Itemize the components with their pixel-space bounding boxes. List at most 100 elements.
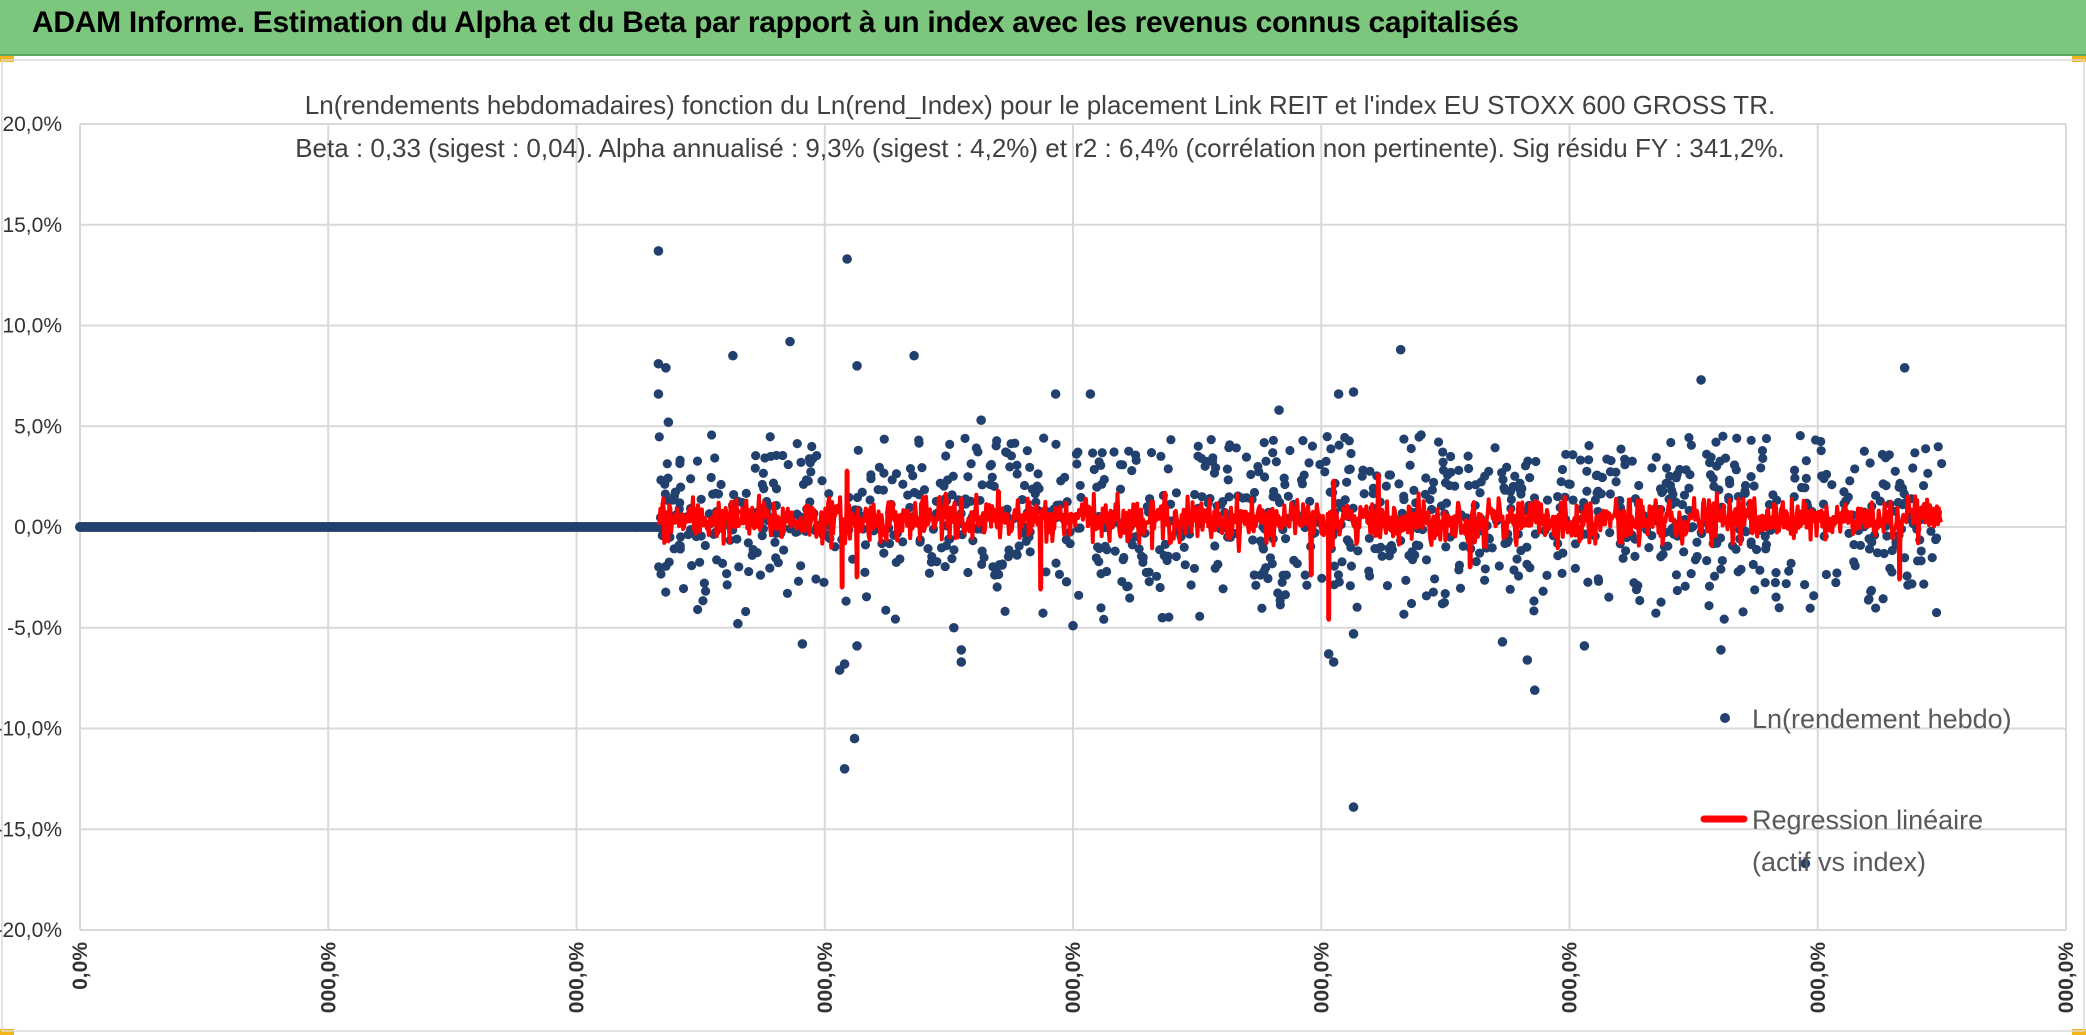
scatter-point [1881, 480, 1891, 491]
scatter-point [1425, 494, 1435, 505]
scatter-point [1399, 494, 1409, 505]
scatter-point [1475, 548, 1485, 558]
scatter-point [842, 254, 852, 264]
scatter-point [1317, 573, 1327, 583]
scatter-point [1634, 480, 1644, 491]
scatter-point [1213, 559, 1223, 569]
scatter-point [693, 604, 703, 615]
scatter-point [712, 555, 722, 565]
scatter-point [1738, 607, 1748, 617]
scatter-point [1686, 440, 1696, 450]
scatter-point [1749, 481, 1759, 491]
scatter-point [661, 587, 671, 597]
scatter-point [654, 432, 664, 442]
scatter-point [1542, 495, 1553, 505]
scatter-point [977, 480, 987, 490]
regression-series [656, 468, 1944, 622]
scatter-point [1872, 548, 1883, 558]
scatter-point [1334, 440, 1344, 450]
scatter-point [960, 433, 970, 443]
scatter-point [1801, 456, 1811, 466]
scatter-point [1715, 456, 1725, 466]
scatter-point [1510, 471, 1520, 481]
scatter-point [1661, 463, 1672, 473]
scatter-point [879, 468, 889, 478]
scatter-point [1899, 363, 1910, 373]
scatter-point [865, 495, 875, 505]
chart-title-line-2: Beta : 0,33 (sigest : 0,04). Alpha annua… [295, 133, 1785, 163]
scatter-point [1344, 465, 1354, 475]
scatter-point [1702, 555, 1712, 566]
scatter-point [686, 474, 696, 484]
scatter-point [1926, 526, 1936, 536]
scatter-point [1274, 405, 1284, 415]
scatter-point [1097, 448, 1107, 458]
scatter-point [1616, 444, 1626, 454]
scatter-point [1334, 577, 1344, 587]
scatter-point [1538, 586, 1548, 596]
scatter-point [1890, 466, 1900, 476]
scatter-point [755, 570, 766, 580]
scatter-point [989, 481, 999, 491]
scatter-point [1592, 488, 1602, 498]
scatter-point [1285, 445, 1295, 456]
scatter-point [1931, 607, 1942, 618]
scatter-point [752, 548, 762, 558]
scatter-series [75, 246, 1947, 869]
scatter-point [1736, 564, 1746, 574]
scatter-point [660, 489, 670, 499]
scatter-point [1908, 463, 1918, 473]
scatter-point [1346, 561, 1356, 571]
scatter-point [1097, 479, 1107, 489]
x-tick-label: 000,0% [1310, 942, 1333, 1014]
scatter-point [1005, 462, 1015, 472]
scatter-point [923, 544, 933, 554]
scatter-point [1342, 477, 1352, 487]
scatter-point [1863, 595, 1873, 605]
scatter-point [1365, 466, 1375, 476]
scatter-point [1268, 435, 1278, 445]
scatter-point [700, 586, 711, 596]
scatter-point [1050, 389, 1061, 399]
scatter-point [1692, 537, 1702, 547]
scatter-point [1446, 467, 1456, 477]
scatter-point [1688, 522, 1698, 532]
scatter-point [936, 543, 947, 553]
scatter-point [1222, 464, 1232, 474]
scatter-point [728, 350, 738, 361]
scatter-point [1475, 488, 1485, 498]
scatter-point [1409, 485, 1419, 495]
scatter-point [948, 471, 958, 481]
scatter-point [1651, 608, 1661, 618]
scatter-point [1256, 536, 1266, 546]
legend: Ln(rendement hebdo) Regression linéaire … [1700, 704, 2012, 877]
scatter-point [1746, 435, 1756, 445]
scatter-point [1918, 480, 1929, 491]
scatter-point [1696, 375, 1706, 385]
scatter-point [1094, 557, 1104, 567]
scatter-point [1845, 476, 1855, 486]
scatter-point [853, 445, 863, 455]
scatter-point [664, 557, 674, 567]
scatter-point [1268, 448, 1278, 458]
scatter-point [1719, 614, 1729, 624]
scatter-point [1651, 452, 1661, 463]
scatter-point [1831, 577, 1841, 588]
scatter-point [1805, 603, 1815, 613]
scatter-point [1166, 435, 1176, 445]
x-axis-ticks: 0,0% 000,0% 000,0% 000,0% 000,0% 000,0% 000,0%… [69, 942, 2078, 1014]
scatter-point [992, 582, 1002, 592]
scatter-point [700, 540, 710, 551]
scatter-point [1927, 553, 1937, 563]
scatter-point [849, 733, 860, 744]
scatter-point [696, 494, 706, 504]
scatter-point [1516, 545, 1526, 556]
scatter-point [1741, 527, 1751, 537]
scatter-point [1666, 437, 1676, 448]
scatter-point [994, 569, 1004, 580]
scatter-point [1399, 609, 1409, 619]
scatter-point [1248, 535, 1258, 545]
scatter-point [1690, 555, 1701, 565]
scatter-point [1505, 486, 1515, 497]
scatter-point [824, 489, 834, 499]
